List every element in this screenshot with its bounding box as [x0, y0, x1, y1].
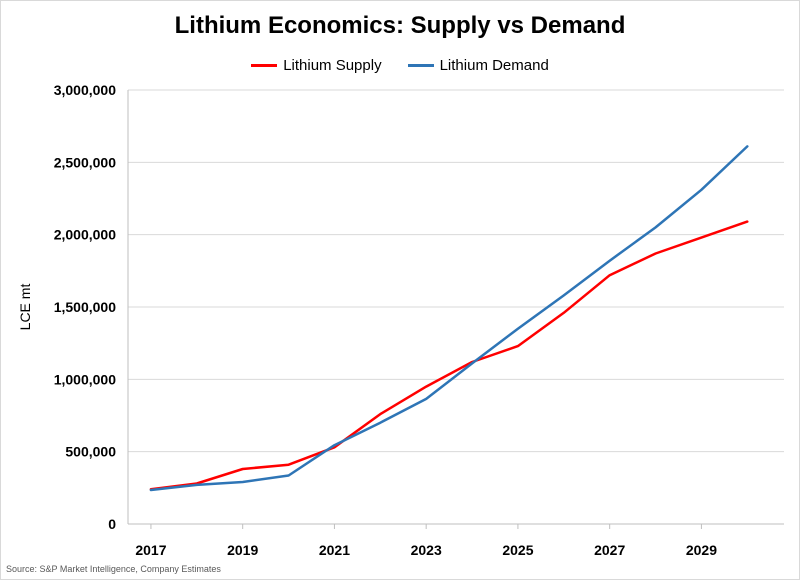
y-tick-label: 500,000 — [65, 444, 116, 460]
legend-label-supply: Lithium Supply — [283, 57, 382, 74]
x-tick-label: 2021 — [319, 542, 350, 558]
y-tick-label: 1,500,000 — [54, 299, 116, 315]
x-tick-label: 2029 — [686, 542, 717, 558]
source-note: Source: S&P Market Intelligence, Company… — [6, 564, 221, 574]
legend-swatch-demand — [407, 64, 434, 67]
x-tick-label: 2027 — [594, 542, 625, 558]
chart-title: Lithium Economics: Supply vs Demand — [174, 12, 626, 39]
x-tick-label: 2023 — [411, 542, 442, 558]
legend-item-supply: Lithium Supply — [251, 57, 382, 74]
y-tick-label: 0 — [108, 516, 116, 532]
y-tick-label: 1,000,000 — [54, 371, 116, 387]
x-tick-label: 2017 — [135, 542, 166, 558]
chart-legend: Lithium Supply Lithium Demand — [0, 57, 800, 74]
y-axis-label: LCE mt — [17, 284, 33, 331]
y-tick-label: 2,500,000 — [54, 154, 116, 170]
legend-label-demand: Lithium Demand — [439, 57, 549, 74]
y-tick-label: 2,000,000 — [54, 227, 116, 243]
series-line-lithium-demand — [149, 145, 749, 492]
x-tick-label: 2019 — [227, 542, 258, 558]
x-tick-label: 2025 — [502, 542, 533, 558]
legend-swatch-supply — [251, 64, 278, 67]
legend-item-demand: Lithium Demand — [407, 57, 549, 74]
series-line-lithium-supply — [149, 220, 749, 491]
y-tick-label: 3,000,000 — [54, 82, 116, 98]
